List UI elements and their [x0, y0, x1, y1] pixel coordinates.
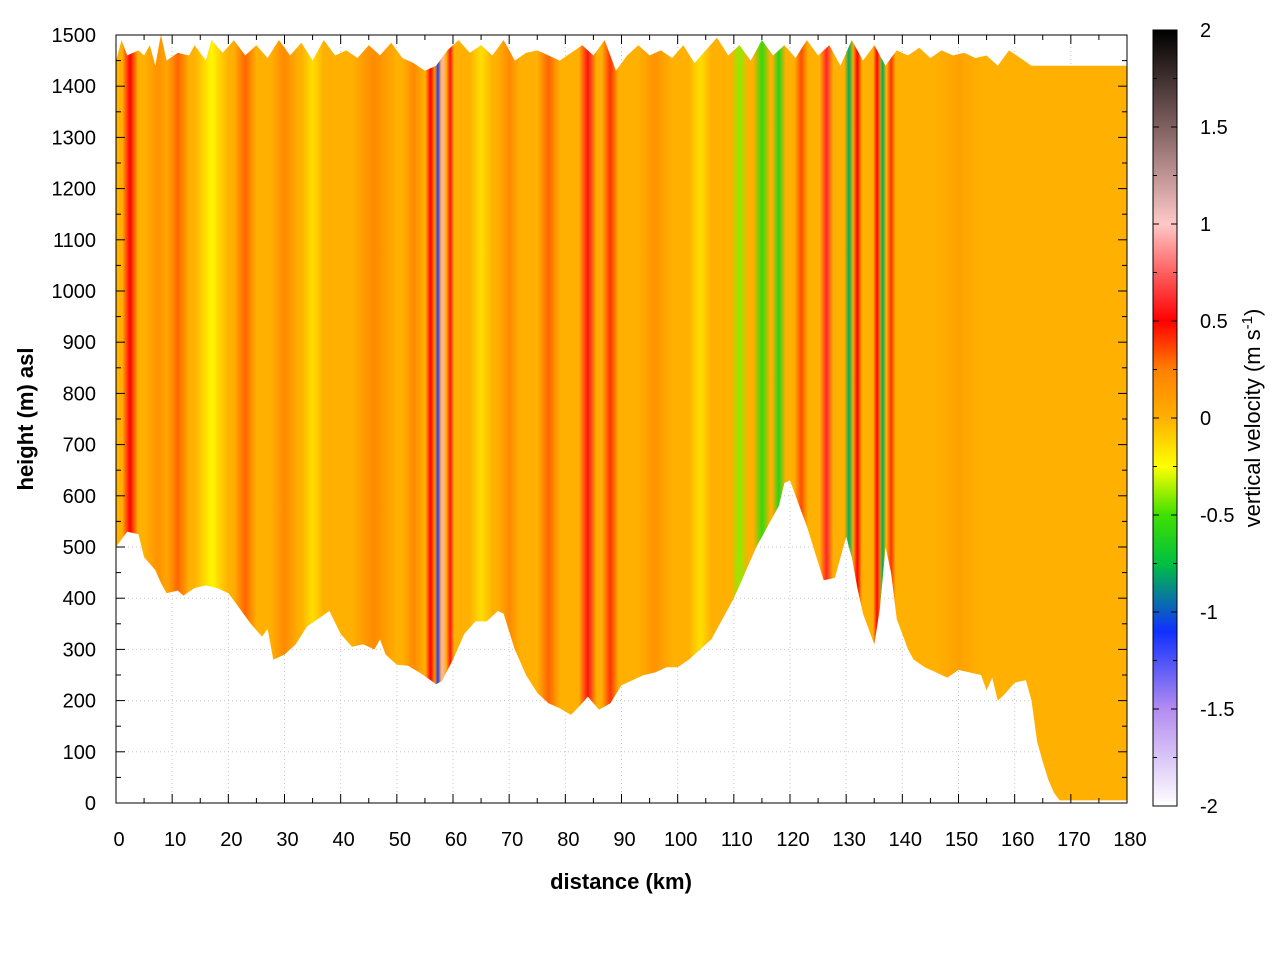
y-tick-label: 200: [63, 691, 96, 713]
velocity-band: [233, 35, 257, 801]
y-tick-label: 0: [85, 793, 96, 815]
y-axis-title: height (m) asl: [13, 347, 38, 490]
x-tick-label: 90: [613, 829, 635, 851]
colorbar-tick-label: 0.5: [1200, 311, 1228, 333]
y-axis: 0 100 200 300 400 500 600 700 800 900 1000 1100 1200…: [52, 25, 1127, 815]
y-tick-label: 800: [63, 383, 96, 405]
velocity-band: [469, 35, 493, 801]
velocity-band: [301, 35, 324, 801]
velocity-band: [425, 35, 436, 801]
y-tick-label: 1400: [52, 76, 97, 98]
velocity-band: [819, 35, 834, 801]
colorbar-tick-label: -1.5: [1200, 699, 1234, 721]
x-axis-title: distance (km): [550, 869, 692, 894]
velocity-band: [122, 35, 138, 801]
velocity-band: [688, 35, 712, 801]
y-tick-label: 1000: [52, 281, 97, 303]
colorbar-title: vertical velocity (m s-1): [1239, 309, 1266, 528]
x-tick-label: 80: [557, 829, 579, 851]
x-tick-label: 70: [501, 829, 523, 851]
colorbar-tick-label: 0: [1200, 408, 1211, 430]
y-tick-label: 400: [63, 588, 96, 610]
velocity-band: [497, 35, 521, 801]
velocity-features: [122, 35, 981, 801]
velocity-band: [873, 35, 881, 801]
colorbar-tick-label: 1: [1200, 214, 1211, 236]
x-tick-label: 130: [832, 829, 865, 851]
colorbar-title-close: ): [1240, 309, 1265, 316]
colorbar-tick-label: -0.5: [1200, 505, 1234, 527]
velocity-band: [446, 35, 455, 801]
velocity-band: [852, 35, 862, 801]
y-tick-label: 300: [63, 639, 96, 661]
velocity-band: [166, 35, 190, 801]
y-tick-label: 900: [63, 332, 96, 354]
y-tick-label: 1500: [52, 25, 97, 47]
velocity-band: [879, 35, 887, 801]
colorbar-tick-label: -1: [1200, 602, 1218, 624]
y-tick-label: 1300: [52, 127, 97, 149]
velocity-band: [194, 35, 229, 801]
velocity-band: [351, 35, 397, 801]
colorbar-ticks: 2 1.5 1 0.5 0 -0.5 -1 -1.5 -2: [1153, 20, 1234, 818]
x-tick-label: 0: [113, 829, 124, 851]
velocity-band: [844, 35, 854, 801]
y-tick-label: 100: [63, 742, 96, 764]
y-tick-label: 1100: [53, 230, 96, 252]
velocity-band: [434, 35, 442, 801]
velocity-band: [794, 35, 808, 801]
x-tick-label: 160: [1001, 829, 1034, 851]
colorbar-tick-label: -2: [1200, 796, 1218, 818]
x-tick-label: 60: [445, 829, 467, 851]
y-tick-label: 700: [63, 435, 96, 457]
x-tick-label: 20: [220, 829, 242, 851]
velocity-band: [772, 35, 786, 801]
x-tick-label: 30: [276, 829, 298, 851]
colorbar-tick-label: 1.5: [1200, 117, 1228, 139]
velocity-band: [601, 35, 619, 801]
x-tick-label: 150: [945, 829, 978, 851]
velocity-band: [886, 35, 896, 801]
velocity-band: [578, 35, 597, 801]
velocity-band: [439, 35, 447, 801]
x-tick-label: 140: [889, 829, 922, 851]
x-tick-label: 110: [721, 829, 753, 851]
y-tick-label: 1200: [52, 179, 97, 201]
x-tick-label: 50: [389, 829, 411, 851]
x-tick-label: 180: [1113, 829, 1146, 851]
velocity-band: [638, 35, 673, 801]
x-tick-label: 100: [664, 829, 697, 851]
x-tick-label: 170: [1057, 829, 1090, 851]
colorbar-tick-label: 2: [1200, 20, 1211, 42]
velocity-band: [537, 35, 560, 801]
y-tick-label: 600: [63, 486, 96, 508]
x-axis: 0 10 20 30 40 50 60 70 80 90 100 110 120 130 140 150 160…: [113, 35, 1147, 851]
y-tick-label: 500: [63, 537, 96, 559]
x-tick-label: 10: [164, 829, 186, 851]
velocity-band: [753, 35, 771, 801]
colorbar-title-main: vertical velocity (m s: [1240, 329, 1265, 527]
x-tick-label: 120: [776, 829, 809, 851]
x-tick-label: 40: [333, 829, 355, 851]
colorbar-title-sup: -1: [1239, 316, 1256, 329]
velocity-band: [402, 35, 425, 801]
